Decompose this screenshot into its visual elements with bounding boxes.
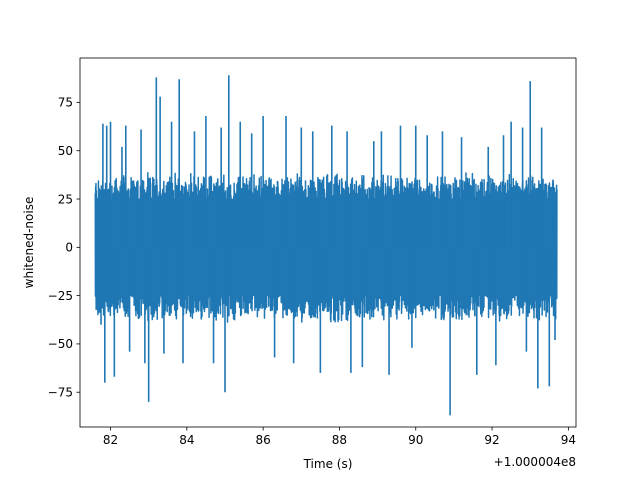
x-axis-offset-label: +1.000004e8	[494, 455, 576, 469]
series-layer	[94, 75, 558, 416]
y-tick-label: −75	[48, 386, 73, 400]
y-axis-ticks: 75 50 25 0 −25 −50 −75	[48, 96, 80, 400]
y-tick-label: −50	[48, 337, 73, 351]
y-tick-label: 50	[58, 144, 73, 158]
y-tick-label: 75	[58, 96, 73, 110]
y-tick-label: 25	[58, 192, 73, 206]
x-axis-label: Time (s)	[303, 457, 353, 471]
y-tick-label: −25	[48, 289, 73, 303]
axes-frame	[79, 57, 577, 428]
y-tick-label: 0	[65, 241, 73, 255]
x-tick-label: 82	[103, 433, 118, 447]
x-tick-label: 86	[255, 433, 270, 447]
x-tick-label: 84	[179, 433, 194, 447]
x-tick-label: 92	[484, 433, 499, 447]
whitened-noise-series	[94, 75, 558, 416]
x-tick-label: 88	[332, 433, 347, 447]
x-tick-label: 90	[408, 433, 423, 447]
x-tick-label: 94	[561, 433, 576, 447]
y-axis-label: whitened-noise	[22, 197, 36, 289]
x-axis-ticks: 82 84 86 88 90 92 94	[103, 427, 576, 447]
